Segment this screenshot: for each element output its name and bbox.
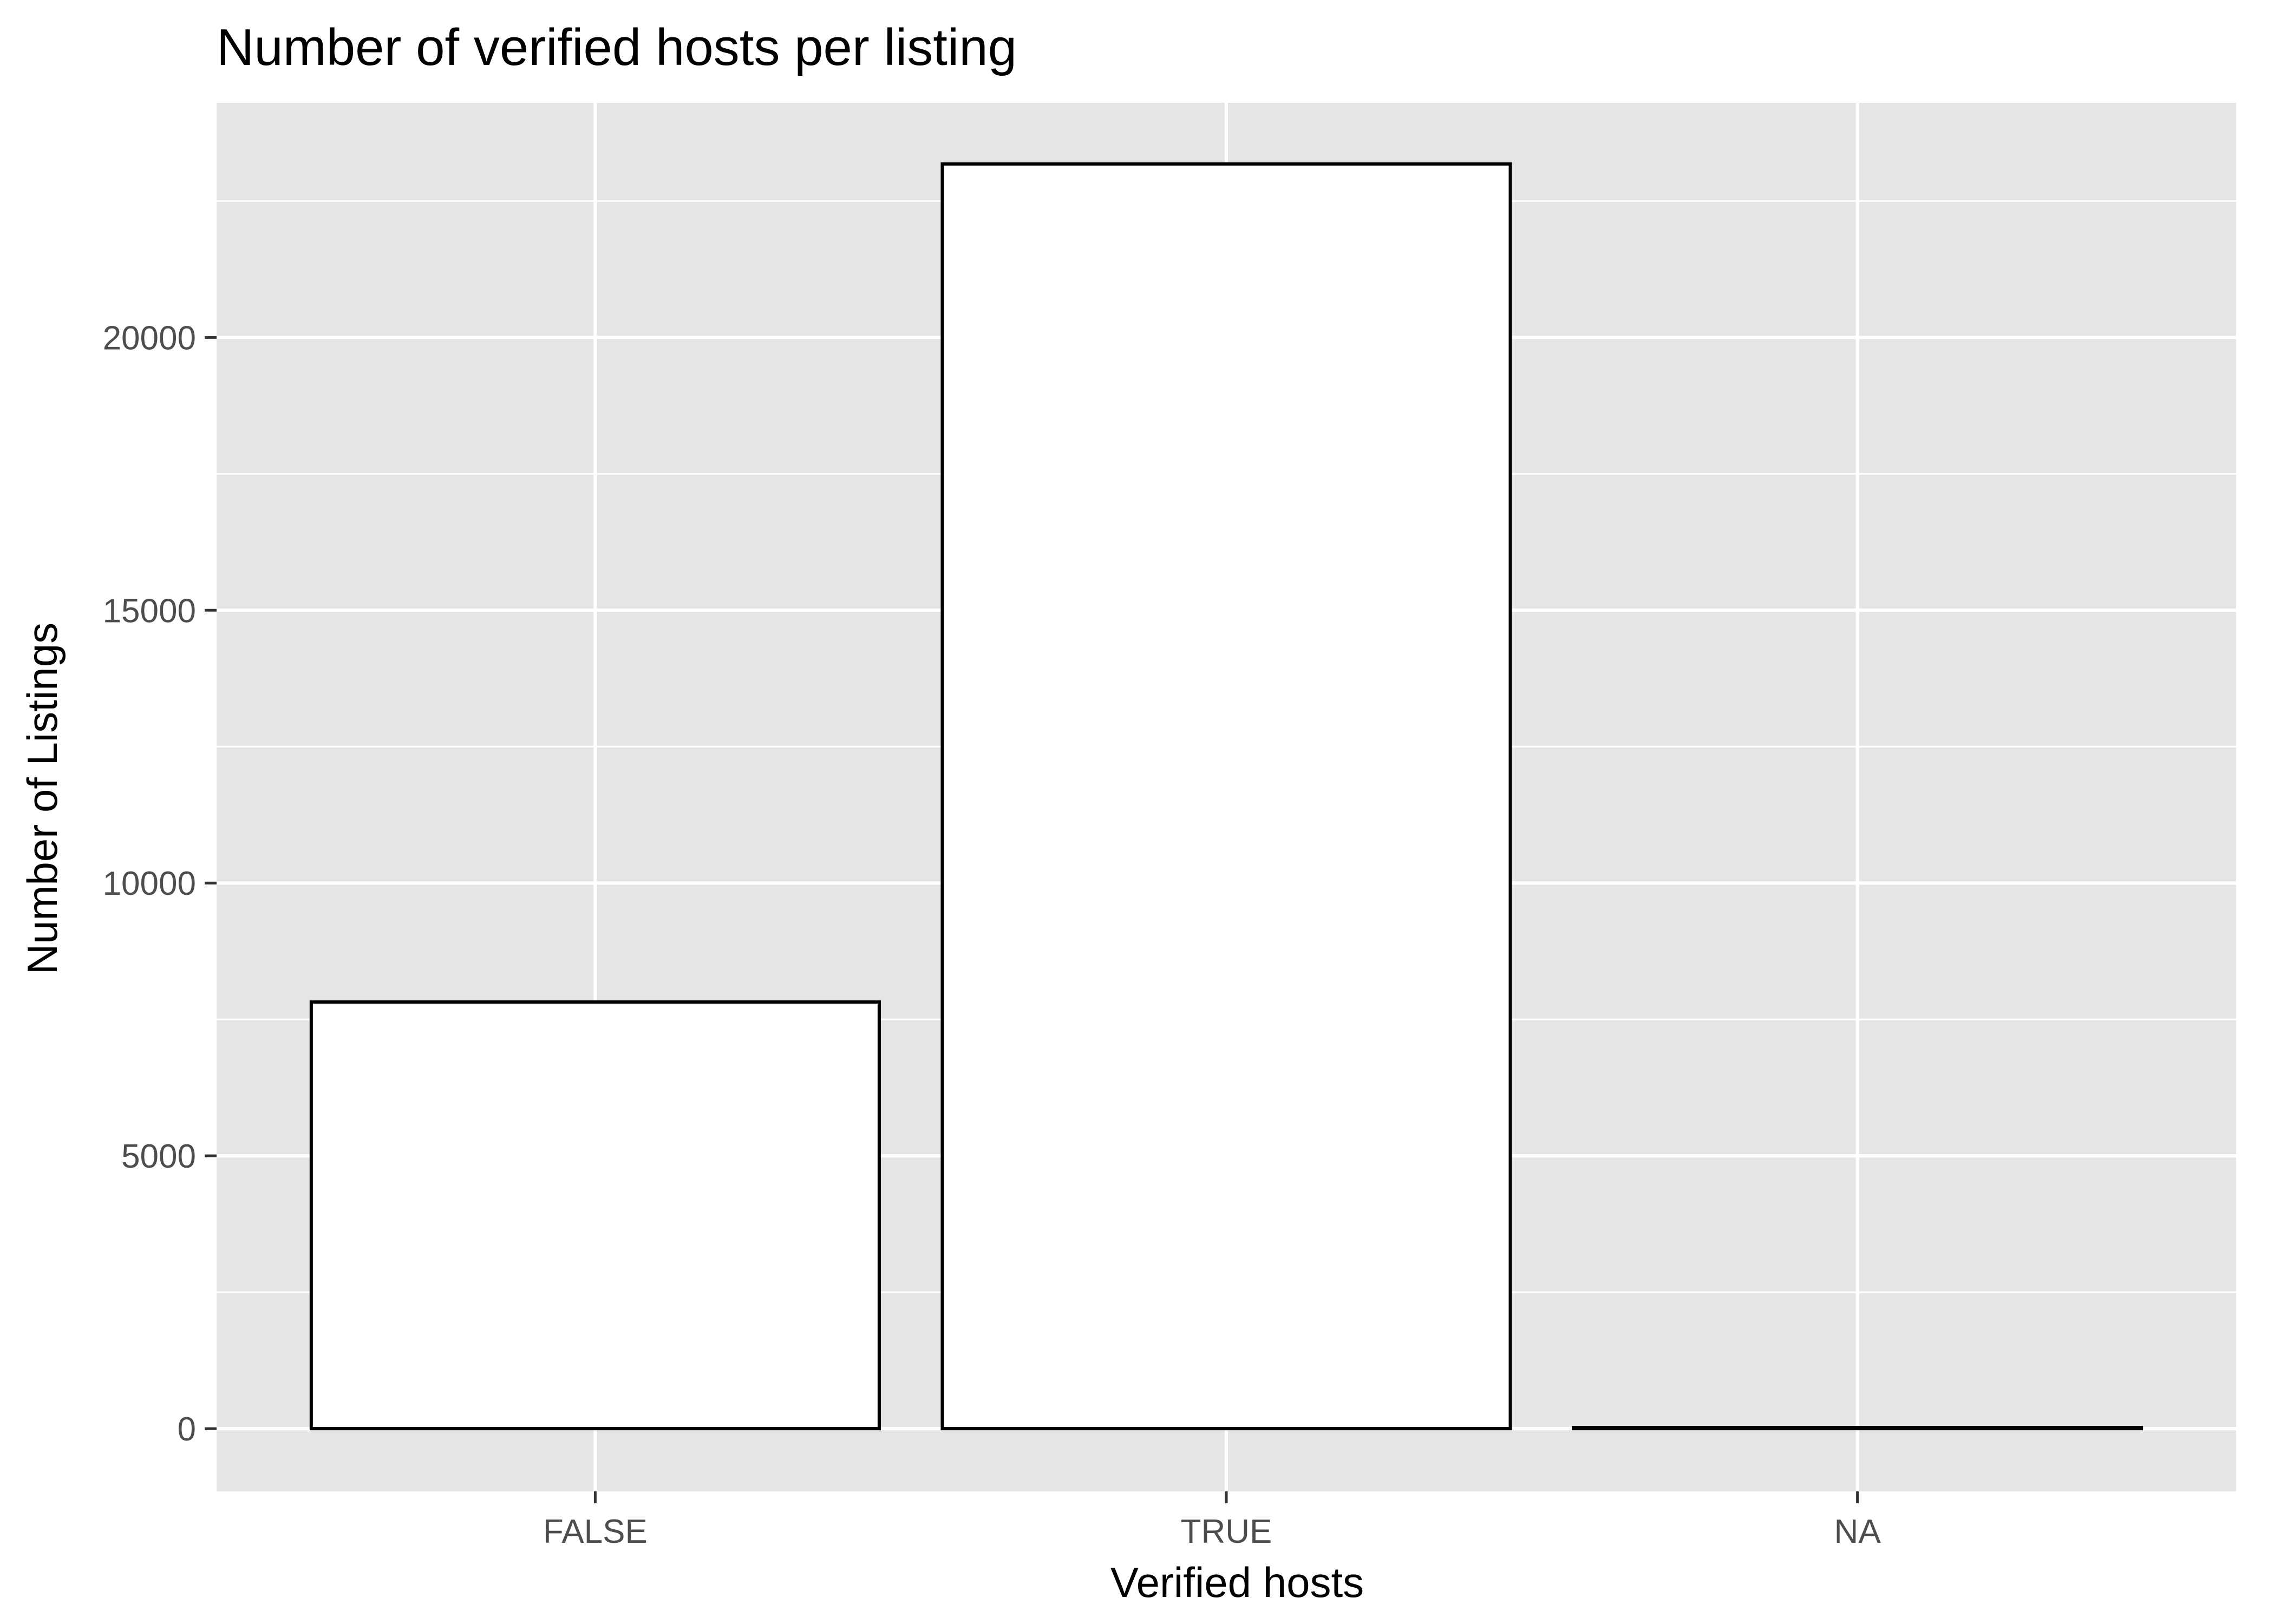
bars [309, 162, 2144, 1431]
y-axis-title: Number of Listings [18, 623, 66, 974]
bar-true [940, 162, 1512, 1431]
x-axis: FALSE TRUE NA [543, 1491, 1881, 1550]
bar-na [1572, 1426, 2144, 1431]
x-axis-title: Verified hosts [1110, 1558, 1364, 1606]
y-tick-label: 15000 [103, 592, 196, 630]
bar-false [309, 1000, 881, 1431]
x-tick-label: TRUE [1181, 1513, 1272, 1550]
y-axis: 0 5000 10000 15000 20000 [103, 319, 217, 1448]
y-tick-label: 20000 [103, 319, 196, 357]
y-tick-label: 0 [178, 1411, 196, 1448]
y-tick-label: 5000 [121, 1138, 196, 1175]
x-tick-label: NA [1834, 1513, 1881, 1550]
x-tick-label: FALSE [543, 1513, 648, 1550]
chart-title: Number of verified hosts per listing [217, 18, 1017, 76]
y-tick-label: 10000 [103, 865, 196, 902]
